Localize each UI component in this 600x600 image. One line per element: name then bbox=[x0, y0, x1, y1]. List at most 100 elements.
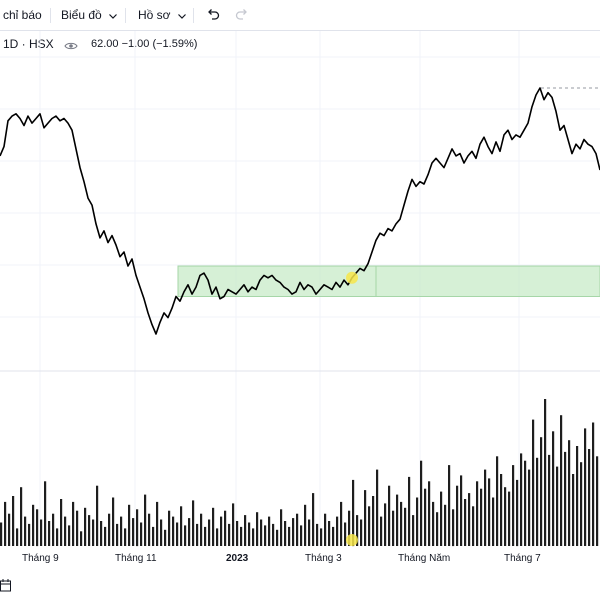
chevron-down-icon bbox=[177, 0, 186, 31]
volume-bar bbox=[452, 509, 455, 547]
chart-type-dropdown[interactable]: Biểu đồ bbox=[61, 0, 117, 31]
volume-bar bbox=[312, 493, 315, 546]
volume-bar bbox=[4, 501, 7, 546]
volume-bar bbox=[244, 515, 247, 546]
volume-bar bbox=[200, 513, 203, 546]
volume-bar bbox=[284, 521, 287, 546]
volume-bar bbox=[524, 460, 527, 546]
volume-bar bbox=[260, 519, 263, 546]
volume-bar bbox=[136, 509, 139, 547]
chevron-down-icon bbox=[108, 0, 117, 31]
volume-bar bbox=[216, 528, 219, 546]
volume-bar bbox=[584, 428, 587, 546]
volume-bar bbox=[188, 518, 191, 546]
volume-bar bbox=[532, 419, 535, 546]
volume-bar bbox=[52, 513, 55, 546]
volume-bar bbox=[152, 526, 155, 546]
volume-bar bbox=[140, 522, 143, 546]
volume-bar bbox=[528, 469, 531, 546]
eye-icon[interactable] bbox=[64, 39, 78, 53]
volume-bar bbox=[328, 521, 331, 546]
volume-bar bbox=[128, 504, 131, 546]
volume-bar bbox=[84, 507, 87, 546]
volume-bar bbox=[536, 457, 539, 546]
volume-bar bbox=[460, 475, 463, 546]
volume-bar bbox=[572, 474, 575, 546]
range-rect bbox=[177, 265, 600, 297]
volume-bar bbox=[120, 516, 123, 546]
volume-bar bbox=[100, 521, 103, 546]
volume-bar bbox=[300, 525, 303, 546]
volume-bar bbox=[444, 504, 447, 546]
volume-bar bbox=[236, 521, 239, 546]
volume-bar bbox=[72, 501, 75, 546]
volume-bar bbox=[472, 506, 475, 546]
price-volume-chart[interactable] bbox=[0, 31, 600, 548]
volume-bar bbox=[432, 501, 435, 546]
volume-bar bbox=[316, 523, 319, 546]
volume-bar bbox=[32, 504, 35, 546]
volume-bar bbox=[464, 499, 467, 546]
volume-bar bbox=[516, 479, 519, 547]
profile-dropdown[interactable]: Hồ sơ bbox=[138, 0, 186, 31]
redo-icon[interactable] bbox=[234, 7, 250, 23]
volume-bar bbox=[560, 415, 563, 546]
volume-bar bbox=[156, 501, 159, 546]
volume-bar bbox=[544, 399, 547, 546]
volume-bar bbox=[336, 516, 339, 546]
volume-bar bbox=[384, 503, 387, 546]
volume-bar bbox=[88, 515, 91, 546]
indicators-button[interactable]: chỉ báo bbox=[3, 0, 42, 31]
toolbar-divider bbox=[193, 8, 194, 23]
volume-bar bbox=[364, 490, 367, 546]
volume-bar bbox=[24, 516, 27, 546]
volume-bar bbox=[148, 513, 151, 546]
volume-bar bbox=[252, 528, 255, 546]
volume-bar bbox=[564, 451, 567, 546]
calendar-icon[interactable] bbox=[0, 578, 12, 592]
volume-bar bbox=[208, 519, 211, 546]
highlight-dot bbox=[346, 271, 358, 284]
volume-bar bbox=[568, 440, 571, 546]
volume-bar bbox=[76, 510, 79, 546]
volume-bar bbox=[172, 516, 175, 546]
volume-histogram bbox=[0, 399, 599, 547]
symbol-label[interactable]: 1D · HSX bbox=[3, 37, 54, 51]
volume-bar bbox=[108, 513, 111, 546]
volume-bar bbox=[448, 465, 451, 546]
profile-label: Hồ sơ bbox=[138, 8, 171, 22]
volume-bar bbox=[548, 454, 551, 546]
volume-bar bbox=[124, 528, 127, 546]
x-tick-label: Tháng 7 bbox=[504, 553, 541, 564]
volume-bar bbox=[232, 503, 235, 546]
volume-bar bbox=[588, 449, 591, 546]
price-range-box[interactable] bbox=[177, 265, 600, 297]
volume-bar bbox=[0, 522, 3, 546]
volume-bar bbox=[180, 506, 183, 546]
volume-bar bbox=[164, 529, 167, 546]
volume-bar bbox=[268, 516, 271, 546]
volume-bar bbox=[520, 453, 523, 546]
undo-icon[interactable] bbox=[205, 7, 221, 23]
volume-bar bbox=[308, 519, 311, 546]
volume-bar bbox=[304, 504, 307, 546]
volume-bar bbox=[512, 465, 515, 546]
volume-bar bbox=[504, 487, 507, 546]
volume-bar bbox=[168, 510, 171, 546]
volume-bar bbox=[580, 462, 583, 546]
volume-bar bbox=[160, 519, 163, 546]
toolbar-divider bbox=[50, 8, 51, 23]
volume-bar bbox=[96, 485, 99, 546]
volume-bar bbox=[56, 528, 59, 546]
volume-bar bbox=[184, 525, 187, 546]
volume-bar bbox=[348, 510, 351, 546]
volume-bar bbox=[344, 522, 347, 546]
volume-bar bbox=[248, 522, 251, 546]
volume-bar bbox=[104, 526, 107, 546]
volume-bar bbox=[320, 528, 323, 546]
volume-bar bbox=[12, 496, 15, 546]
volume-bar bbox=[332, 526, 335, 546]
top-toolbar: chỉ báo Biểu đồ Hồ sơ bbox=[0, 0, 600, 31]
volume-bar bbox=[392, 510, 395, 546]
volume-bar bbox=[28, 523, 31, 546]
